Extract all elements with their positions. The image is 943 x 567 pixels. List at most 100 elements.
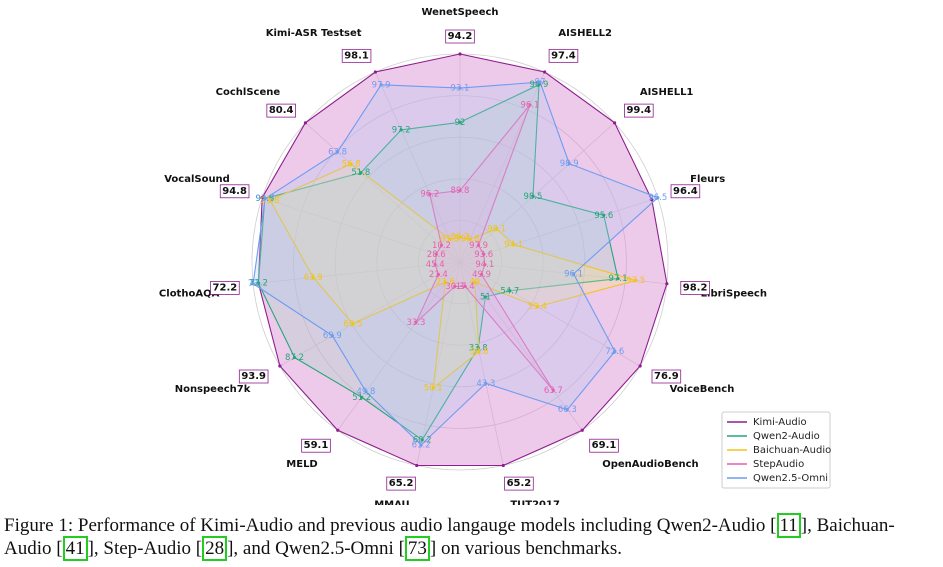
point: [473, 280, 477, 284]
value-label: 88.3: [451, 233, 470, 243]
value-label: 69.1: [592, 440, 617, 451]
value-label: 97.9: [372, 80, 391, 90]
citation[interactable]: 41: [62, 536, 88, 561]
point: [330, 334, 334, 338]
value-label: 98.1: [344, 50, 369, 61]
point: [538, 80, 542, 84]
category-label: ClothoAQA: [159, 288, 220, 299]
category-label: Kimi-ASR Testset: [266, 28, 362, 39]
value-label: 97.1: [609, 274, 628, 284]
point: [443, 280, 447, 284]
point: [567, 162, 571, 166]
value-box: [210, 281, 240, 295]
point: [482, 252, 486, 256]
value-label: 28.6: [427, 250, 446, 260]
point: [512, 242, 516, 247]
point: [480, 272, 484, 277]
point: [335, 150, 340, 154]
point: [483, 295, 487, 299]
value-label: 43.3: [476, 379, 495, 389]
series-area: [269, 163, 638, 390]
legend-label: Qwen2.5-Omni: [753, 473, 828, 484]
value-label: 96.1: [564, 269, 583, 279]
value-label: 80.4: [269, 105, 294, 116]
point: [565, 408, 569, 412]
grid-spoke: [375, 71, 461, 263]
value-label: 45.4: [426, 260, 445, 270]
value-label: 98.1: [487, 224, 506, 234]
value-label: 96.4: [673, 186, 698, 197]
category-label: MELD: [286, 459, 317, 470]
value-label: 92: [455, 118, 466, 128]
point: [263, 197, 267, 201]
point: [351, 322, 355, 326]
value-label: 63.9: [304, 273, 323, 283]
point: [551, 388, 555, 393]
value-label: 59.4: [528, 302, 547, 312]
value-label: 93.1: [451, 84, 470, 94]
legend-label: Qwen2-Audio: [753, 431, 820, 442]
point: [616, 277, 620, 281]
value-label: 98.5: [523, 192, 542, 202]
point: [379, 83, 383, 87]
point: [292, 355, 297, 360]
value-box: [301, 438, 331, 453]
value-box: [624, 103, 654, 118]
point: [476, 243, 481, 247]
legend-label: StepAudio: [753, 459, 804, 470]
grid-spoke: [305, 122, 461, 263]
point: [468, 237, 472, 241]
grid-spoke: [262, 197, 461, 263]
point: [453, 284, 457, 289]
point: [311, 275, 315, 280]
point: [531, 194, 535, 198]
point: [420, 438, 424, 442]
point: [528, 103, 532, 107]
point: [251, 282, 255, 286]
citation[interactable]: 11: [776, 513, 801, 538]
point: [580, 428, 584, 432]
legend-box: [721, 411, 831, 489]
value-label: 98.2: [683, 282, 708, 293]
value-box: [238, 369, 269, 384]
point: [373, 70, 377, 74]
value-box: [386, 476, 416, 491]
citation[interactable]: 73: [404, 536, 430, 561]
citation[interactable]: 28: [202, 536, 228, 561]
category-label: VoiceBench: [670, 384, 735, 395]
value-label: 63.7: [544, 386, 563, 396]
caption-text: ], Step-Audio [: [87, 538, 203, 559]
point: [495, 227, 499, 231]
point: [501, 463, 505, 468]
point: [439, 243, 444, 247]
grid-spoke: [459, 197, 658, 263]
value-label: 33.8: [469, 343, 488, 353]
point: [476, 346, 480, 350]
value-box: [266, 103, 296, 118]
value-label: 54.7: [500, 286, 519, 296]
value-label: 61.2: [412, 440, 431, 450]
point: [458, 188, 462, 193]
value-label: 96.2: [420, 190, 439, 200]
point: [256, 281, 261, 285]
point: [543, 70, 547, 74]
category-label: AISHELL2: [558, 28, 612, 39]
category-label: OpenAudioBench: [602, 459, 698, 470]
value-label: 66.3: [558, 405, 577, 415]
category-label: WenetSpeech: [421, 7, 498, 18]
point: [634, 278, 638, 283]
value-label: 30.3: [445, 282, 464, 292]
value-label: 51: [480, 292, 491, 302]
value-label: 65.2: [507, 478, 532, 489]
value-label: 65.2: [389, 478, 414, 489]
value-box: [445, 29, 475, 44]
value-label: 89.8: [451, 186, 470, 196]
point: [537, 83, 541, 87]
series-area: [252, 81, 659, 446]
value-label: 93.6: [474, 250, 493, 260]
value-label: 95.5: [440, 235, 459, 245]
point: [419, 443, 423, 447]
category-label: MMAU: [374, 500, 409, 505]
value-label: 94.8: [222, 186, 247, 197]
value-label: 10.2: [432, 241, 451, 251]
